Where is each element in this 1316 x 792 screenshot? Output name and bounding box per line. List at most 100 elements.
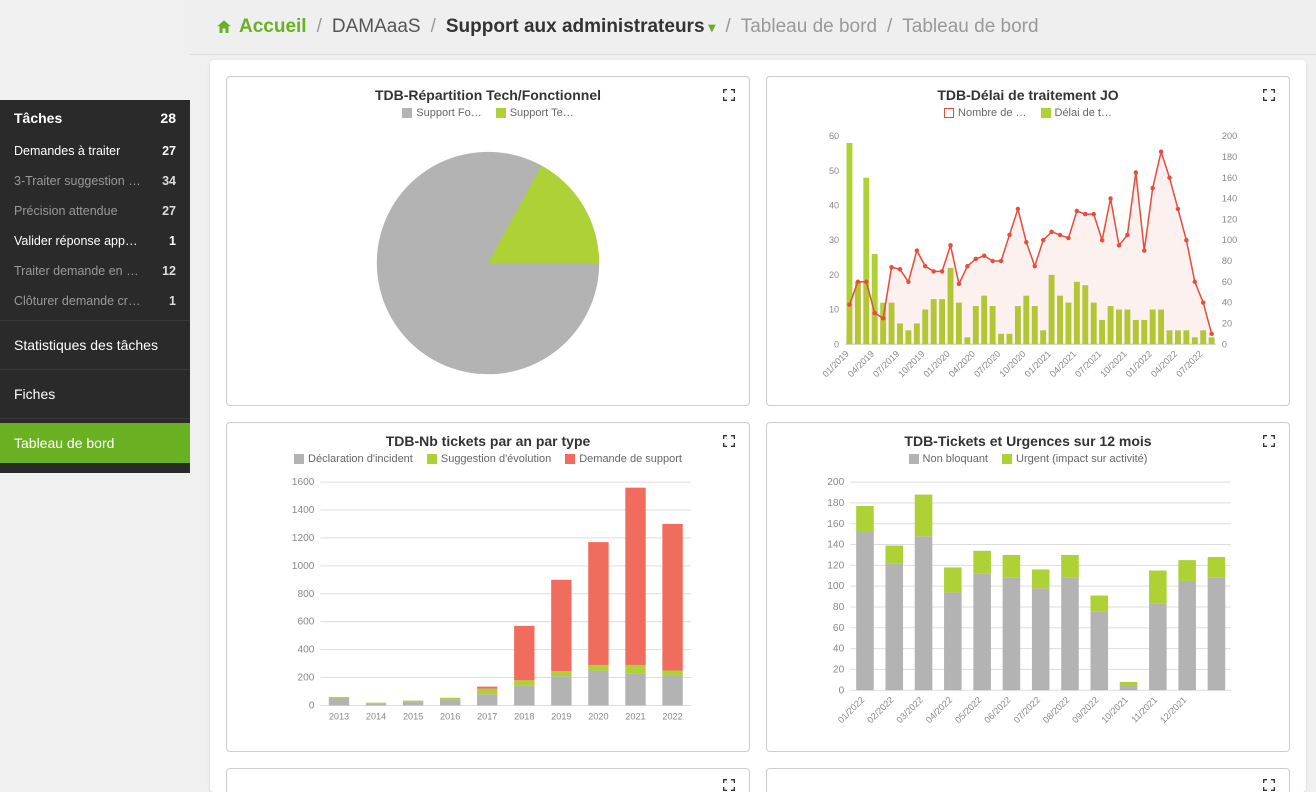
svg-text:2020: 2020 bbox=[588, 712, 608, 722]
sidebar-task-item[interactable]: 3-Traiter suggestion d'é…34 bbox=[0, 166, 190, 196]
sidebar-stats[interactable]: Statistiques des tâches bbox=[0, 325, 190, 365]
svg-text:2013: 2013 bbox=[329, 712, 349, 722]
svg-text:01/2019: 01/2019 bbox=[820, 349, 850, 379]
breadcrumb-item-4[interactable]: Tableau de bord bbox=[902, 16, 1038, 38]
svg-text:200: 200 bbox=[297, 673, 314, 684]
sidebar-task-item[interactable]: Valider réponse apportée1 bbox=[0, 226, 190, 256]
svg-text:04/2022: 04/2022 bbox=[924, 695, 954, 725]
svg-text:01/2021: 01/2021 bbox=[1023, 349, 1053, 379]
legend: Non bloquantUrgent (impact sur activité) bbox=[781, 453, 1275, 465]
svg-text:40: 40 bbox=[829, 201, 839, 211]
svg-text:09/2022: 09/2022 bbox=[1070, 695, 1100, 725]
sidebar-task-item[interactable]: Clôturer demande créée…1 bbox=[0, 286, 190, 316]
svg-text:12/2021: 12/2021 bbox=[1158, 695, 1188, 725]
panel-title: TDB-Répartition Tech/Fonctionnel bbox=[241, 87, 735, 103]
expand-icon[interactable] bbox=[721, 777, 737, 792]
panel-urgences: TDB-Tickets et Urgences sur 12 mois Non … bbox=[766, 422, 1290, 752]
svg-text:180: 180 bbox=[1222, 152, 1237, 162]
panel-delai: TDB-Délai de traitement JO Nombre de …Dé… bbox=[766, 76, 1290, 406]
svg-text:140: 140 bbox=[1222, 194, 1237, 204]
svg-text:04/2022: 04/2022 bbox=[1149, 349, 1179, 379]
svg-text:11/2021: 11/2021 bbox=[1129, 695, 1159, 725]
svg-text:2021: 2021 bbox=[625, 712, 645, 722]
svg-text:400: 400 bbox=[297, 645, 314, 656]
legend: Support Fo…Support Te… bbox=[241, 107, 735, 119]
svg-text:2022: 2022 bbox=[662, 712, 682, 722]
sidebar-fiches[interactable]: Fiches bbox=[0, 374, 190, 414]
expand-icon[interactable] bbox=[1261, 777, 1277, 792]
svg-text:50: 50 bbox=[829, 166, 839, 176]
svg-text:1400: 1400 bbox=[292, 505, 315, 516]
svg-text:10/2021: 10/2021 bbox=[1098, 349, 1128, 379]
svg-text:2015: 2015 bbox=[403, 712, 423, 722]
svg-text:1200: 1200 bbox=[292, 533, 315, 544]
home-icon bbox=[215, 18, 233, 36]
svg-text:160: 160 bbox=[827, 519, 844, 530]
svg-text:40: 40 bbox=[1222, 298, 1232, 308]
svg-text:0: 0 bbox=[1222, 339, 1227, 349]
svg-text:07/2022: 07/2022 bbox=[1012, 695, 1042, 725]
expand-icon[interactable] bbox=[1261, 433, 1277, 449]
svg-text:60: 60 bbox=[829, 131, 839, 141]
svg-text:01/2022: 01/2022 bbox=[836, 695, 866, 725]
svg-text:03/2022: 03/2022 bbox=[895, 695, 925, 725]
svg-text:180: 180 bbox=[827, 498, 844, 509]
panel-repartition: TDB-Répartition Tech/Fonctionnel Support… bbox=[226, 76, 750, 406]
svg-text:01/2022: 01/2022 bbox=[1124, 349, 1154, 379]
svg-text:30: 30 bbox=[829, 235, 839, 245]
svg-text:1000: 1000 bbox=[292, 561, 315, 572]
svg-text:07/2019: 07/2019 bbox=[871, 349, 901, 379]
svg-text:0: 0 bbox=[309, 701, 315, 712]
svg-text:100: 100 bbox=[827, 581, 844, 592]
svg-text:02/2022: 02/2022 bbox=[865, 695, 895, 725]
dashboard-shell: TDB-Répartition Tech/Fonctionnel Support… bbox=[210, 60, 1306, 792]
svg-text:1600: 1600 bbox=[292, 477, 315, 488]
breadcrumb-item-2[interactable]: Support aux administrateurs bbox=[446, 16, 716, 38]
svg-text:04/2020: 04/2020 bbox=[947, 349, 977, 379]
svg-text:100: 100 bbox=[1222, 235, 1237, 245]
svg-text:07/2021: 07/2021 bbox=[1073, 349, 1103, 379]
sidebar-dashboard-active[interactable]: Tableau de bord bbox=[0, 423, 190, 463]
svg-text:0: 0 bbox=[834, 339, 839, 349]
breadcrumb-item-1[interactable]: DAMAaaS bbox=[332, 16, 421, 38]
panel-tickets-year: TDB-Nb tickets par an par type Déclarati… bbox=[226, 422, 750, 752]
svg-text:10: 10 bbox=[829, 305, 839, 315]
svg-text:2017: 2017 bbox=[477, 712, 497, 722]
svg-text:0: 0 bbox=[839, 685, 845, 696]
breadcrumb-item-3[interactable]: Tableau de bord bbox=[741, 16, 877, 38]
sidebar: Tâches 28 Demandes à traiter273-Traiter … bbox=[0, 100, 190, 473]
svg-text:20: 20 bbox=[829, 270, 839, 280]
svg-text:07/2020: 07/2020 bbox=[972, 349, 1002, 379]
svg-text:2018: 2018 bbox=[514, 712, 534, 722]
expand-icon[interactable] bbox=[1261, 87, 1277, 103]
svg-text:20: 20 bbox=[833, 664, 845, 675]
svg-text:20: 20 bbox=[1222, 318, 1232, 328]
breadcrumb-home[interactable]: Accueil bbox=[215, 16, 307, 38]
svg-text:10/2021: 10/2021 bbox=[1100, 695, 1130, 725]
panel-title: TDB-Nb tickets par an par type bbox=[241, 433, 735, 449]
legend: Déclaration d'incidentSuggestion d'évolu… bbox=[241, 453, 735, 465]
sidebar-tasks-header[interactable]: Tâches 28 bbox=[0, 100, 190, 136]
pie-chart bbox=[237, 131, 739, 395]
svg-text:10/2020: 10/2020 bbox=[997, 349, 1027, 379]
urgences-chart: 02040608010012014016018020001/202202/202… bbox=[777, 477, 1279, 741]
svg-text:60: 60 bbox=[833, 623, 845, 634]
svg-text:80: 80 bbox=[833, 602, 845, 613]
svg-text:140: 140 bbox=[827, 540, 844, 551]
panel-peek-right bbox=[766, 768, 1290, 792]
svg-text:2016: 2016 bbox=[440, 712, 460, 722]
sidebar-task-item[interactable]: Précision attendue27 bbox=[0, 196, 190, 226]
svg-text:800: 800 bbox=[297, 589, 314, 600]
svg-text:06/2022: 06/2022 bbox=[982, 695, 1012, 725]
sidebar-task-item[interactable]: Traiter demande en atte…12 bbox=[0, 256, 190, 286]
svg-text:05/2022: 05/2022 bbox=[953, 695, 983, 725]
year-chart: 0200400600800100012001400160020132014201… bbox=[237, 477, 739, 741]
svg-text:120: 120 bbox=[1222, 214, 1237, 224]
svg-text:200: 200 bbox=[1222, 131, 1237, 141]
sidebar-task-item[interactable]: Demandes à traiter27 bbox=[0, 136, 190, 166]
expand-icon[interactable] bbox=[721, 87, 737, 103]
svg-text:2014: 2014 bbox=[366, 712, 386, 722]
svg-text:04/2021: 04/2021 bbox=[1048, 349, 1078, 379]
breadcrumb: Accueil / DAMAaaS / Support aux administ… bbox=[190, 0, 1316, 55]
expand-icon[interactable] bbox=[721, 433, 737, 449]
